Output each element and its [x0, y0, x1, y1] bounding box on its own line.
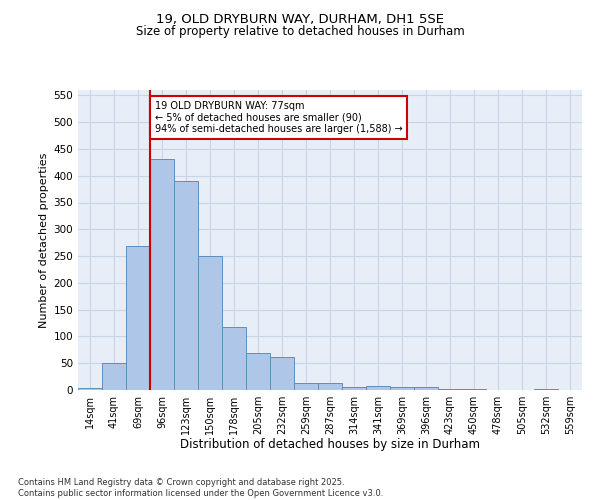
- Bar: [78, 388, 102, 390]
- Bar: [294, 382, 318, 390]
- Text: Size of property relative to detached houses in Durham: Size of property relative to detached ho…: [136, 25, 464, 38]
- Bar: [270, 357, 294, 390]
- Bar: [414, 388, 438, 390]
- Text: 19, OLD DRYBURN WAY, DURHAM, DH1 5SE: 19, OLD DRYBURN WAY, DURHAM, DH1 5SE: [156, 12, 444, 26]
- Text: Contains HM Land Registry data © Crown copyright and database right 2025.
Contai: Contains HM Land Registry data © Crown c…: [18, 478, 383, 498]
- Bar: [366, 386, 390, 390]
- Bar: [342, 387, 366, 390]
- Bar: [198, 256, 222, 390]
- Bar: [390, 388, 414, 390]
- Text: 19 OLD DRYBURN WAY: 77sqm
← 5% of detached houses are smaller (90)
94% of semi-d: 19 OLD DRYBURN WAY: 77sqm ← 5% of detach…: [155, 100, 403, 134]
- Bar: [222, 328, 246, 390]
- Bar: [102, 363, 126, 390]
- Bar: [150, 158, 174, 390]
- Bar: [246, 352, 270, 390]
- X-axis label: Distribution of detached houses by size in Durham: Distribution of detached houses by size …: [180, 438, 480, 452]
- Bar: [174, 181, 198, 390]
- Y-axis label: Number of detached properties: Number of detached properties: [39, 152, 49, 328]
- Bar: [318, 382, 342, 390]
- Bar: [126, 246, 150, 390]
